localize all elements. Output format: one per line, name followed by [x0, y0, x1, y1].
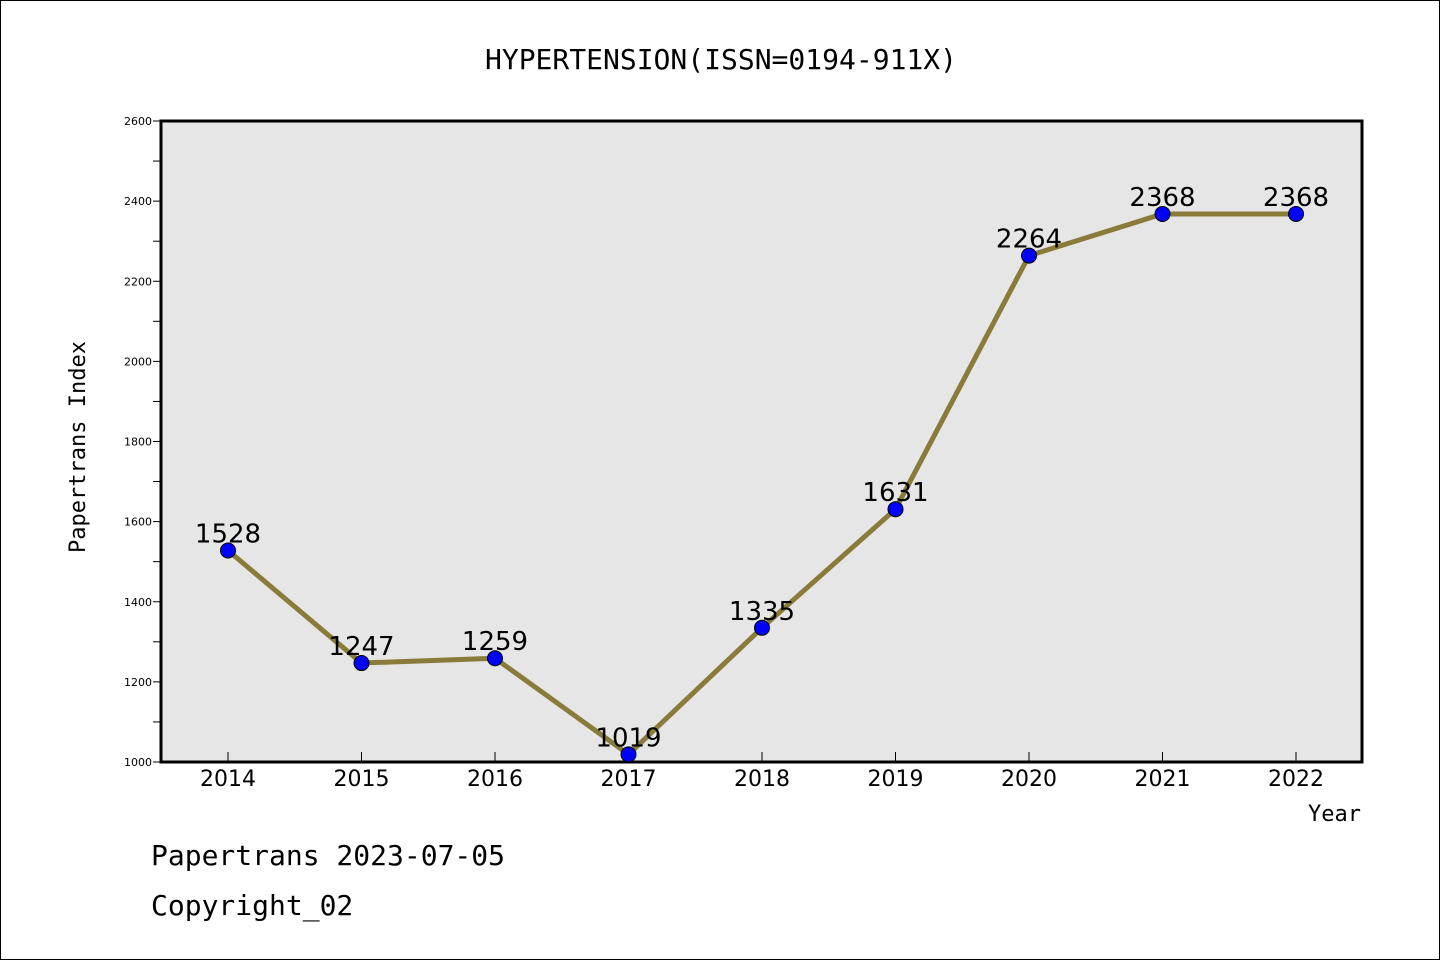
x-axis: 2014 2015 2016 2017 2018 2019 2020 2021 2022 [200, 752, 1324, 792]
y-tick-label: 2600 [124, 115, 152, 128]
data-point [1021, 247, 1037, 264]
data-point [487, 650, 503, 667]
chart-title: HYPERTENSION(ISSN=0194-911X) [485, 43, 957, 76]
x-tick-label: 2017 [601, 767, 657, 792]
data-point [1288, 205, 1304, 222]
x-tick-label: 2022 [1268, 767, 1324, 792]
x-axis-label: Year [1308, 802, 1361, 827]
x-tick-label: 2021 [1135, 767, 1191, 792]
data-point [754, 619, 770, 636]
data-label: 2368 [1129, 183, 1195, 213]
x-tick-label: 2015 [334, 767, 390, 792]
data-label: 1247 [328, 632, 394, 662]
data-label: 2264 [996, 225, 1062, 255]
data-point [353, 655, 370, 672]
y-tick-label: 2000 [124, 355, 152, 368]
data-point [220, 542, 236, 559]
data-point [887, 501, 904, 518]
data-label: 1528 [195, 519, 261, 549]
x-tick-label: 2020 [1001, 767, 1057, 792]
x-tick-label: 2014 [200, 767, 256, 792]
y-tick-label: 1400 [124, 596, 152, 609]
y-tick-label: 2200 [124, 275, 152, 288]
series-layer [220, 205, 1304, 763]
y-tick-label: 1000 [124, 756, 152, 769]
x-tick-label: 2016 [467, 767, 523, 792]
y-tick-label: 2400 [124, 195, 152, 208]
data-label: 1019 [595, 723, 661, 753]
data-point [1154, 205, 1171, 222]
y-tick-label: 1200 [124, 676, 152, 689]
data-label: 1631 [862, 478, 928, 508]
data-label: 1259 [462, 627, 528, 657]
data-point [620, 746, 637, 763]
y-axis-label: Papertrans Index [66, 341, 91, 553]
x-tick-label: 2018 [734, 767, 790, 792]
data-label: 2368 [1263, 183, 1329, 213]
y-tick-label: 1600 [124, 516, 152, 529]
y-axis: 1000 1200 1400 1600 1800 2000 2200 2400 2600 [124, 115, 161, 769]
footer-date: Papertrans 2023-07-05 [151, 839, 505, 872]
data-label: 1335 [729, 597, 795, 627]
x-tick-label: 2019 [868, 767, 924, 792]
y-tick-label: 1800 [124, 436, 152, 449]
plot-area [159, 119, 1364, 764]
footer-copyright: Copyright_02 [151, 889, 353, 923]
data-labels-layer: 1528 1247 1259 1019 1335 1631 2264 2368 2368 [195, 183, 1329, 753]
